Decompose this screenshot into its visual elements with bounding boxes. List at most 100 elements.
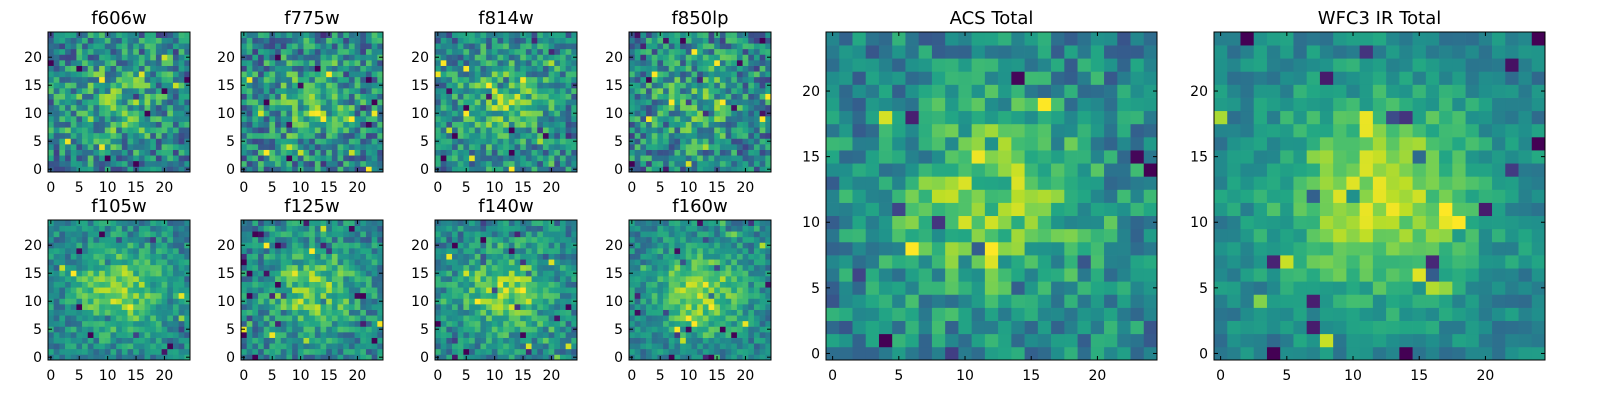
image-pixel	[708, 121, 715, 128]
image-pixel	[736, 281, 743, 288]
image-pixel	[303, 37, 310, 44]
image-pixel	[331, 132, 338, 139]
image-pixel	[184, 99, 191, 106]
image-pixel	[93, 253, 100, 260]
image-pixel	[303, 32, 310, 38]
image-pixel	[753, 326, 760, 333]
image-pixel	[354, 225, 361, 232]
image-pixel	[292, 337, 299, 344]
image-pixel	[110, 88, 117, 94]
image-pixel	[303, 99, 310, 106]
image-pixel	[343, 155, 350, 162]
image-pixel	[87, 48, 94, 55]
image-pixel	[497, 149, 504, 156]
image-pixel	[280, 225, 287, 232]
image-pixel	[525, 304, 532, 310]
image-pixel	[491, 104, 498, 111]
image-pixel	[765, 37, 772, 44]
image-pixel	[759, 121, 766, 128]
image-pixel	[691, 104, 698, 111]
image-pixel	[554, 315, 561, 322]
image-pixel	[537, 155, 544, 162]
image-pixel	[486, 166, 493, 173]
image-pixel	[491, 253, 498, 260]
image-pixel	[172, 320, 179, 327]
image-pixel	[736, 54, 743, 61]
image-pixel	[365, 304, 372, 310]
image-pixel	[297, 88, 304, 94]
image-pixel	[53, 37, 60, 44]
image-pixel	[70, 60, 77, 66]
image-pixel	[446, 304, 453, 310]
image-pixel	[446, 76, 453, 83]
image-pixel	[127, 132, 134, 139]
image-pixel	[65, 88, 72, 94]
image-pixel	[474, 155, 481, 162]
image-pixel	[542, 298, 549, 305]
image-pixel	[144, 309, 151, 316]
image-pixel	[697, 354, 704, 361]
image-pixel	[303, 343, 310, 350]
image-pixel	[503, 298, 510, 305]
image-pixel	[121, 138, 128, 145]
image-pixel	[172, 264, 179, 271]
image-pixel	[365, 242, 372, 249]
image-pixel	[731, 309, 738, 316]
image-pixel	[474, 93, 481, 100]
image-pixel	[314, 93, 321, 100]
image-pixel	[469, 88, 476, 94]
image-pixel	[110, 144, 117, 150]
image-pixel	[116, 132, 123, 139]
image-pixel	[742, 54, 749, 61]
image-pixel	[571, 76, 578, 83]
image-pixel	[685, 309, 692, 316]
image-pixel	[537, 264, 544, 271]
image-pixel	[542, 32, 549, 38]
image-pixel	[680, 48, 687, 55]
image-pixel	[360, 264, 367, 271]
image-pixel	[144, 166, 151, 173]
image-pixel	[87, 315, 94, 322]
image-pixel	[514, 220, 521, 226]
image-pixel	[697, 337, 704, 344]
image-pixel	[463, 348, 470, 355]
y-tick-label: 5	[226, 134, 235, 150]
image-pixel	[680, 354, 687, 361]
image-pixel	[258, 242, 265, 249]
image-pixel	[463, 99, 470, 106]
image-pixel	[280, 343, 287, 350]
image-pixel	[150, 270, 157, 277]
image-pixel	[314, 253, 321, 260]
image-pixel	[725, 348, 732, 355]
image-pixel	[531, 348, 538, 355]
image-pixel	[263, 292, 270, 299]
image-pixel	[167, 71, 174, 78]
image-pixel	[138, 332, 145, 338]
image-pixel	[508, 82, 515, 89]
image-pixel	[531, 132, 538, 139]
x-tick-label: 20	[349, 368, 367, 384]
image-pixel	[440, 160, 447, 167]
image-pixel	[491, 315, 498, 322]
image-pixel	[241, 76, 248, 83]
image-pixel	[469, 231, 476, 238]
image-pixel	[753, 121, 760, 128]
image-pixel	[155, 88, 162, 94]
image-pixel	[480, 231, 487, 238]
image-pixel	[452, 253, 459, 260]
image-pixel	[559, 253, 566, 260]
image-pixel	[275, 37, 282, 44]
image-pixel	[70, 132, 77, 139]
image-pixel	[354, 259, 361, 266]
image-pixel	[121, 253, 128, 260]
image-pixel	[76, 332, 83, 338]
image-pixel	[172, 144, 179, 150]
image-pixel	[76, 88, 83, 94]
image-pixel	[702, 60, 709, 66]
image-pixel	[292, 32, 299, 38]
image-pixel	[343, 138, 350, 145]
image-pixel	[93, 104, 100, 111]
image-pixel	[269, 231, 276, 238]
image-pixel	[252, 270, 259, 277]
image-pixel	[719, 292, 726, 299]
